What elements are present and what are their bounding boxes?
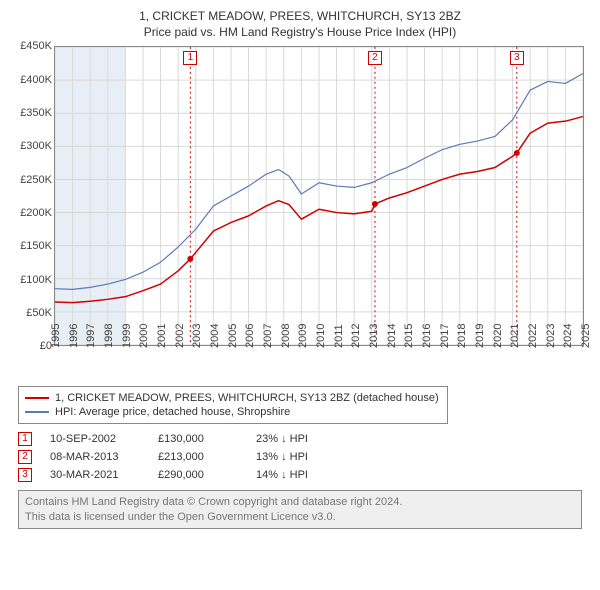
y-tick-label: £100K [20, 274, 52, 286]
y-tick-label: £200K [20, 207, 52, 219]
event-marker: 3 [510, 51, 524, 65]
x-tick-label: 2019 [474, 324, 486, 348]
legend-swatch [25, 397, 49, 399]
y-tick-label: £300K [20, 140, 52, 152]
x-tick-label: 2009 [297, 324, 309, 348]
x-tick-label: 2001 [156, 324, 168, 348]
y-tick-label: £50K [26, 307, 52, 319]
event-marker: 1 [183, 51, 197, 65]
title-address: 1, CRICKET MEADOW, PREES, WHITCHURCH, SY… [10, 8, 590, 24]
legend-swatch [25, 411, 49, 413]
x-tick-label: 2000 [138, 324, 150, 348]
x-tick-label: 2010 [315, 324, 327, 348]
chart-svg [55, 47, 583, 345]
sale-row: 3 30-MAR-2021 £290,000 14% ↓ HPI [18, 466, 582, 484]
x-tick-label: 2005 [227, 324, 239, 348]
sale-delta: 23% ↓ HPI [256, 433, 346, 445]
sale-delta: 13% ↓ HPI [256, 451, 346, 463]
y-axis-labels: £0£50K£100K£150K£200K£250K£300K£350K£400… [10, 46, 54, 346]
legend-row: 1, CRICKET MEADOW, PREES, WHITCHURCH, SY… [25, 391, 441, 405]
x-tick-label: 2016 [421, 324, 433, 348]
x-tick-label: 2025 [580, 324, 592, 348]
x-tick-label: 2003 [191, 324, 203, 348]
sale-row: 2 08-MAR-2013 £213,000 13% ↓ HPI [18, 448, 582, 466]
x-tick-label: 2012 [350, 324, 362, 348]
x-tick-label: 2002 [174, 324, 186, 348]
title-subtitle: Price paid vs. HM Land Registry's House … [10, 24, 590, 40]
legend-label: HPI: Average price, detached house, Shro… [55, 406, 290, 418]
sale-price: £130,000 [158, 433, 238, 445]
sale-price: £213,000 [158, 451, 238, 463]
x-tick-label: 1997 [85, 324, 97, 348]
x-tick-label: 2004 [209, 324, 221, 348]
sale-date: 10-SEP-2002 [50, 433, 140, 445]
x-tick-label: 2011 [333, 325, 345, 349]
x-tick-label: 2015 [403, 324, 415, 348]
sales-table: 1 10-SEP-2002 £130,000 23% ↓ HPI 2 08-MAR-201… [18, 430, 582, 484]
legend-row: HPI: Average price, detached house, Shro… [25, 405, 441, 419]
event-marker: 2 [368, 51, 382, 65]
y-tick-label: £250K [20, 174, 52, 186]
x-tick-label: 1998 [103, 324, 115, 348]
x-tick-label: 2006 [244, 324, 256, 348]
attribution-line1: Contains HM Land Registry data © Crown c… [25, 495, 575, 509]
y-tick-label: £150K [20, 240, 52, 252]
x-tick-label: 2014 [386, 324, 398, 348]
attribution: Contains HM Land Registry data © Crown c… [18, 490, 582, 529]
sale-delta: 14% ↓ HPI [256, 469, 346, 481]
x-tick-label: 2024 [562, 324, 574, 348]
x-tick-label: 2017 [439, 324, 451, 348]
x-tick-label: 2018 [456, 324, 468, 348]
legend-label: 1, CRICKET MEADOW, PREES, WHITCHURCH, SY… [55, 392, 439, 404]
x-tick-label: 1995 [50, 324, 62, 348]
chart: £0£50K£100K£150K£200K£250K£300K£350K£400… [10, 46, 590, 376]
x-tick-label: 2008 [280, 324, 292, 348]
sale-row: 1 10-SEP-2002 £130,000 23% ↓ HPI [18, 430, 582, 448]
x-tick-label: 2023 [545, 324, 557, 348]
x-tick-label: 1999 [121, 324, 133, 348]
x-tick-label: 2020 [492, 324, 504, 348]
chart-title-block: 1, CRICKET MEADOW, PREES, WHITCHURCH, SY… [10, 8, 590, 40]
plot-area: 1 2 3 [54, 46, 584, 346]
sale-date: 08-MAR-2013 [50, 451, 140, 463]
y-tick-label: £350K [20, 107, 52, 119]
x-tick-label: 2007 [262, 324, 274, 348]
legend: 1, CRICKET MEADOW, PREES, WHITCHURCH, SY… [18, 386, 448, 424]
sale-index: 1 [18, 432, 32, 446]
x-tick-label: 2022 [527, 324, 539, 348]
y-tick-label: £450K [20, 40, 52, 52]
sale-index: 2 [18, 450, 32, 464]
x-axis-labels: 1995199619971998199920002001200220032004… [54, 346, 584, 376]
attribution-line2: This data is licensed under the Open Gov… [25, 510, 575, 524]
sale-date: 30-MAR-2021 [50, 469, 140, 481]
x-tick-label: 2021 [509, 324, 521, 348]
x-tick-label: 1996 [68, 324, 80, 348]
sale-index: 3 [18, 468, 32, 482]
y-tick-label: £400K [20, 74, 52, 86]
sale-price: £290,000 [158, 469, 238, 481]
x-tick-label: 2013 [368, 324, 380, 348]
